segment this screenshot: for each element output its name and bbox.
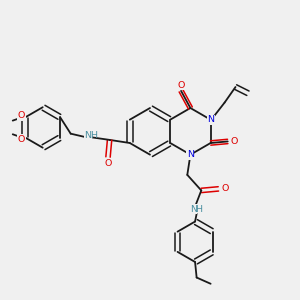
Text: O: O [231, 137, 238, 146]
Text: N: N [207, 115, 214, 124]
Text: O: O [18, 111, 25, 120]
Text: O: O [18, 135, 25, 144]
Text: H: H [196, 205, 202, 214]
Text: N: N [187, 150, 194, 159]
Text: O: O [104, 159, 112, 168]
Text: O: O [177, 81, 185, 90]
Text: N: N [190, 205, 197, 214]
Text: H: H [90, 131, 97, 140]
Text: O: O [222, 184, 229, 194]
Text: N: N [84, 131, 91, 140]
